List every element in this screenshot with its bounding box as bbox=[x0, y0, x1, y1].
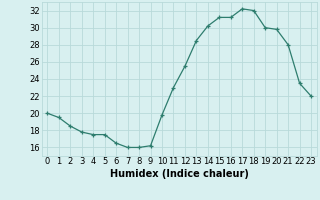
X-axis label: Humidex (Indice chaleur): Humidex (Indice chaleur) bbox=[110, 169, 249, 179]
